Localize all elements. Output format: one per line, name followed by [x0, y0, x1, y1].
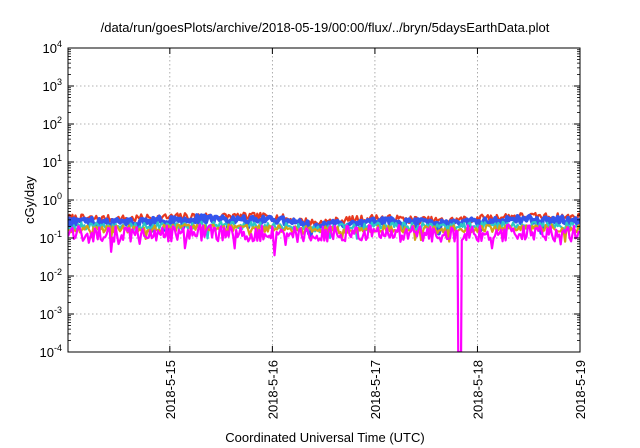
y-axis: 10-4 10-3 10-2 10-1 100 101 102 103 104 — [40, 39, 580, 360]
x-tick-label: 2018-5-16 — [265, 360, 280, 419]
series-line — [68, 223, 580, 243]
x-tick-label: 2018-5-19 — [573, 360, 588, 419]
y-tick-label: 102 — [43, 115, 62, 132]
y-tick-label: 10-4 — [40, 343, 62, 360]
series-line — [68, 223, 580, 352]
chart-title: /data/run/goesPlots/archive/2018-05-19/0… — [101, 20, 550, 35]
x-axis-label: Coordinated Universal Time (UTC) — [225, 430, 424, 445]
x-tick-label: 2018-5-17 — [368, 360, 383, 419]
y-tick-label: 101 — [43, 153, 62, 170]
y-tick-label: 10-3 — [40, 305, 62, 322]
x-tick-label: 2018-5-15 — [163, 360, 178, 419]
y-tick-label: 10-1 — [40, 229, 62, 246]
plot-area — [68, 211, 580, 352]
grid-lines — [68, 48, 581, 352]
y-tick-label: 10-2 — [40, 267, 62, 284]
x-tick-label: 2018-5-18 — [470, 360, 485, 419]
y-tick-label: 104 — [43, 39, 62, 56]
y-tick-label: 100 — [43, 191, 62, 208]
x-axis: 2018-5-15 2018-5-16 2018-5-17 2018-5-18 2018… — [163, 48, 588, 419]
y-tick-label: 103 — [43, 77, 62, 94]
y-axis-label: cGy/day — [22, 176, 37, 224]
